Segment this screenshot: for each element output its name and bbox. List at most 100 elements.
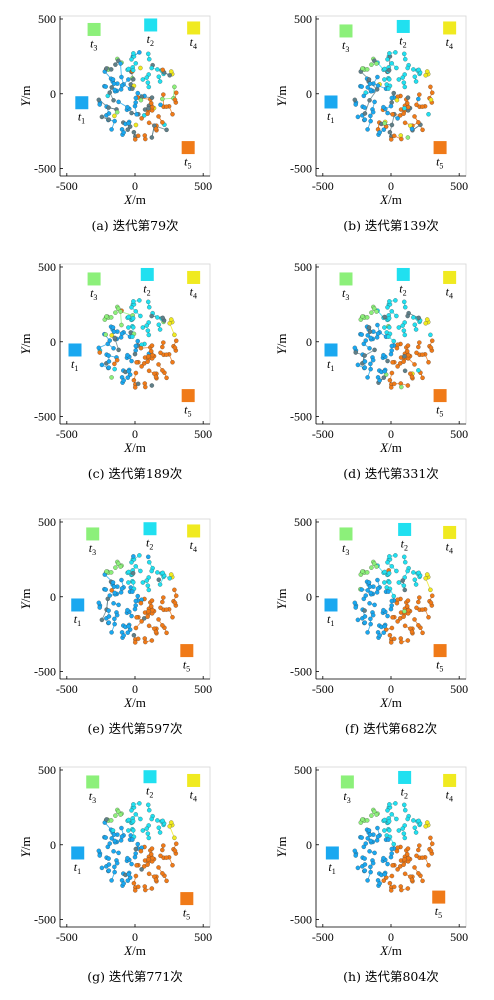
agent-point — [361, 93, 367, 99]
agent-point — [111, 601, 116, 606]
target-t4 — [443, 525, 457, 539]
target-label-t5: t5 — [183, 658, 190, 674]
agent-point — [145, 831, 151, 836]
y-tick-label: 0 — [306, 87, 312, 101]
agent-point — [386, 589, 391, 594]
agent-point — [155, 570, 160, 575]
agent-point — [126, 828, 131, 833]
agent-point — [362, 620, 368, 625]
target-t2 — [396, 19, 410, 33]
agent-point — [391, 338, 396, 344]
agent-point — [109, 333, 114, 338]
agent-point — [389, 348, 394, 353]
agent-point — [170, 615, 175, 620]
agent-point — [424, 317, 430, 322]
agent-point — [146, 554, 151, 560]
agent-point — [126, 580, 131, 585]
agent-point — [362, 868, 368, 873]
agent-point — [172, 848, 178, 854]
agent-point — [146, 120, 152, 126]
x-tick-label: -500 — [56, 930, 78, 944]
agent-point — [113, 565, 118, 570]
agent-point — [428, 835, 433, 841]
agent-point — [110, 325, 116, 330]
agent-point — [406, 104, 411, 110]
agent-point — [394, 816, 399, 822]
x-axis-label: X/m — [123, 943, 146, 958]
agent-point — [389, 137, 394, 142]
agent-point — [109, 630, 114, 635]
agent-point — [137, 50, 142, 55]
agent-point — [130, 67, 136, 73]
swarm-link — [364, 100, 370, 114]
agent-point — [375, 586, 381, 591]
agent-point — [157, 830, 163, 835]
agent-point — [133, 137, 138, 142]
y-axis-label: Y/m — [18, 589, 33, 610]
agent-point — [145, 111, 150, 116]
agent-point — [133, 846, 139, 852]
agent-point — [146, 354, 151, 359]
y-tick-label: -500 — [290, 913, 312, 927]
agent-point — [149, 846, 155, 851]
y-tick-label: 0 — [306, 335, 312, 349]
agent-point — [393, 298, 398, 303]
agent-point — [355, 362, 361, 368]
agent-point — [412, 322, 418, 327]
target-t5 — [181, 389, 195, 403]
agent-point — [121, 633, 126, 638]
agent-point — [364, 570, 370, 575]
agent-point — [423, 824, 428, 829]
x-tick-label: -500 — [312, 682, 334, 696]
agent-point — [367, 346, 372, 351]
agent-point — [161, 595, 166, 600]
agent-point — [133, 95, 139, 101]
agent-point — [156, 114, 161, 119]
agent-point — [420, 878, 425, 884]
target-t4 — [443, 270, 457, 284]
agent-point — [146, 623, 152, 629]
agent-point — [106, 117, 112, 122]
agent-point — [138, 65, 143, 71]
agent-point — [403, 304, 408, 310]
agent-point — [106, 105, 111, 110]
agent-point — [133, 873, 139, 879]
agent-point — [131, 378, 137, 383]
agent-point — [382, 369, 387, 374]
target-label-t5: t5 — [184, 155, 191, 171]
target-t1 — [68, 343, 82, 357]
agent-point — [125, 375, 131, 380]
agent-point — [134, 615, 139, 620]
agent-point — [423, 73, 428, 78]
agent-point — [139, 364, 144, 369]
agent-point — [103, 835, 108, 840]
agent-point — [129, 560, 134, 565]
agent-point — [389, 640, 394, 645]
agent-point — [130, 334, 135, 339]
agent-point — [156, 74, 162, 79]
panel-0: -500 0 500 -500 0 500 X/m Y/m t1 t2 t3 t4 t5 (a) 迭代第7… — [18, 12, 212, 233]
agent-point — [126, 817, 131, 823]
y-tick-label: 500 — [38, 515, 56, 529]
agent-point — [382, 325, 387, 330]
agent-point — [135, 593, 140, 599]
agent-point — [160, 344, 165, 350]
target-label-t2: t2 — [401, 536, 408, 552]
target-t2 — [144, 18, 158, 32]
agent-point — [386, 837, 391, 842]
target-label-t3: t3 — [342, 541, 349, 557]
agent-point — [112, 616, 117, 622]
agent-point — [406, 855, 411, 861]
agent-point — [374, 590, 380, 595]
target-label-t1: t1 — [74, 612, 81, 628]
agent-point — [363, 338, 368, 343]
agent-point — [389, 122, 395, 128]
agent-point — [430, 593, 435, 599]
agent-point — [382, 121, 387, 126]
x-tick-label: 500 — [450, 682, 468, 696]
agent-point — [135, 338, 140, 344]
agent-point — [139, 619, 144, 624]
agent-point — [133, 625, 139, 631]
agent-point — [362, 862, 368, 867]
target-t2 — [143, 770, 157, 784]
